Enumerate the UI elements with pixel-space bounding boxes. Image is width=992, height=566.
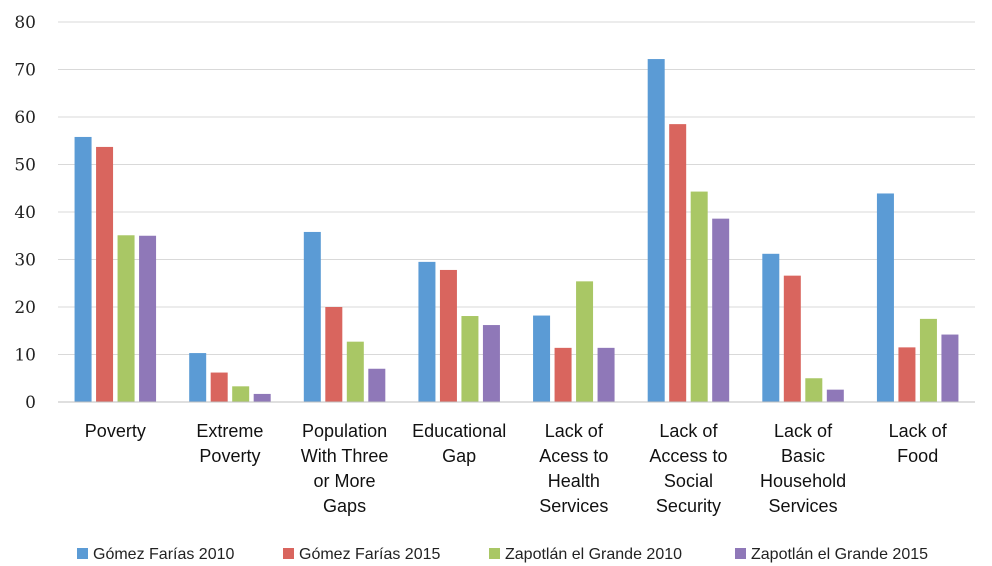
bar-series-4-cat-2 xyxy=(253,393,271,402)
bar-series-4-cat-1 xyxy=(139,235,157,402)
category-label-line: Lack of xyxy=(659,421,718,441)
category-label-line: Population xyxy=(302,421,387,441)
bar-series-1-cat-6 xyxy=(647,59,665,403)
y-tick-label: 40 xyxy=(14,203,36,223)
category-label-line: Food xyxy=(897,446,938,466)
bar-series-1-cat-1 xyxy=(74,136,92,402)
bar-series-2-cat-3 xyxy=(325,307,343,402)
bars xyxy=(74,59,959,403)
bar-series-2-cat-5 xyxy=(554,347,572,402)
bar-series-2-cat-6 xyxy=(669,124,687,402)
bar-series-2-cat-1 xyxy=(96,146,114,402)
legend: Gómez Farías 2010 Gómez Farías 2015 Zapotl… xyxy=(77,546,928,563)
y-tick-label: 10 xyxy=(14,346,36,366)
legend-swatch xyxy=(735,548,746,559)
bar-series-1-cat-3 xyxy=(303,231,321,402)
legend-label: Zapotlán el Grande 2010 xyxy=(505,546,682,563)
legend-item: Zapotlán el Grande 2010 xyxy=(489,546,682,563)
bar-series-4-cat-3 xyxy=(368,368,386,402)
bar-series-2-cat-2 xyxy=(210,372,228,402)
category-label-line: Health xyxy=(548,471,600,491)
y-axis-ticks: 0 10 20 30 40 50 60 70 80 xyxy=(14,13,36,413)
y-tick-label: 0 xyxy=(25,393,36,413)
category-label-line: Poverty xyxy=(199,446,260,466)
legend-swatch xyxy=(489,548,500,559)
bar-series-1-cat-7 xyxy=(762,253,780,402)
category-label-line: Security xyxy=(656,496,721,516)
category-label-line: Poverty xyxy=(85,421,146,441)
bar-series-4-cat-7 xyxy=(826,389,844,402)
category-label-line: Access to xyxy=(649,446,727,466)
category-label: Poverty xyxy=(85,421,146,441)
bar-series-3-cat-5 xyxy=(576,281,594,402)
bar-series-2-cat-4 xyxy=(439,269,457,402)
category-label: Population With Three or More Gaps xyxy=(301,421,389,516)
category-label-line: Basic xyxy=(781,446,825,466)
legend-swatch xyxy=(77,548,88,559)
y-tick-label: 60 xyxy=(14,108,36,128)
category-label-line: Services xyxy=(539,496,608,516)
category-label: Educational Gap xyxy=(412,421,506,466)
category-label-line: With Three xyxy=(301,446,389,466)
bar-series-2-cat-8 xyxy=(898,347,916,402)
category-label: Lack of Food xyxy=(889,421,948,466)
category-labels: Poverty Extreme Poverty Population With Thre… xyxy=(85,421,948,516)
bar-series-4-cat-5 xyxy=(597,347,615,402)
category-label-line: Social xyxy=(664,471,713,491)
y-tick-label: 80 xyxy=(14,13,36,33)
category-label-line: or More xyxy=(314,471,376,491)
legend-item: Zapotlán el Grande 2015 xyxy=(735,546,928,563)
category-label-line: Lack of xyxy=(889,421,948,441)
bar-series-4-cat-6 xyxy=(712,218,730,402)
category-label-line: Extreme xyxy=(196,421,263,441)
bar-series-1-cat-4 xyxy=(418,261,436,402)
legend-swatch xyxy=(283,548,294,559)
y-tick-label: 50 xyxy=(14,156,36,176)
bar-series-1-cat-2 xyxy=(189,353,207,402)
bar-series-1-cat-8 xyxy=(876,193,894,402)
bar-series-3-cat-2 xyxy=(232,386,250,402)
y-tick-label: 30 xyxy=(14,251,36,271)
bar-series-4-cat-8 xyxy=(941,334,959,402)
bar-series-3-cat-3 xyxy=(346,341,364,402)
bar-series-1-cat-5 xyxy=(533,315,551,402)
category-label: Extreme Poverty xyxy=(196,421,263,466)
bar-series-3-cat-1 xyxy=(117,235,135,402)
category-label-line: Gap xyxy=(442,446,476,466)
category-label-line: Household xyxy=(760,471,846,491)
category-label-line: Lack of xyxy=(774,421,833,441)
legend-item: Gómez Farías 2010 xyxy=(77,546,235,563)
legend-label: Gómez Farías 2010 xyxy=(93,546,235,563)
category-label-line: Educational xyxy=(412,421,506,441)
legend-label: Gómez Farías 2015 xyxy=(299,546,441,563)
bar-series-2-cat-7 xyxy=(783,275,801,402)
legend-item: Gómez Farías 2015 xyxy=(283,546,441,563)
bar-series-3-cat-7 xyxy=(805,378,823,402)
category-label: Lack of Access to Social Security xyxy=(649,421,727,516)
y-tick-label: 20 xyxy=(14,298,36,318)
bar-series-4-cat-4 xyxy=(482,325,500,402)
bar-series-3-cat-4 xyxy=(461,316,479,402)
category-label-line: Gaps xyxy=(323,496,366,516)
category-label-line: Services xyxy=(769,496,838,516)
category-label: Lack of Acess to Health Services xyxy=(539,421,608,516)
category-label-line: Acess to xyxy=(539,446,608,466)
y-tick-label: 70 xyxy=(14,61,36,81)
category-label: Lack of Basic Household Services xyxy=(760,421,846,516)
bar-series-3-cat-8 xyxy=(919,318,937,402)
bar-series-3-cat-6 xyxy=(690,191,708,402)
gridlines xyxy=(58,21,975,403)
legend-label: Zapotlán el Grande 2015 xyxy=(751,546,928,563)
category-label-line: Lack of xyxy=(545,421,604,441)
